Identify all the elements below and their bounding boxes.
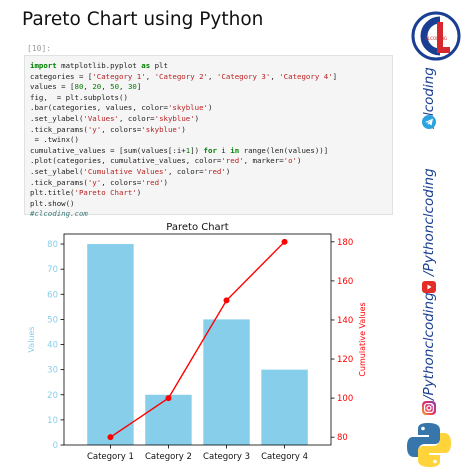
bar [145,394,192,445]
code-line: #clcoding.com [30,209,88,219]
handle-youtube[interactable]: /Pythonclcoding [421,168,437,276]
y-right-tick-label: 100 [337,394,353,404]
y-tick-label: 60 [47,290,58,300]
youtube-icon[interactable] [422,281,436,293]
clcoding-logo: CLCODING [411,11,461,61]
y-right-axis-label: Cumulative Values [358,302,367,376]
logo-text: CLCODING [425,36,447,41]
handle-instagram[interactable]: /Pythonclcoding [421,292,437,400]
chart-title: Pareto Chart [166,222,229,233]
bar [87,244,134,445]
y-right-tick-label: 180 [337,238,353,248]
code-line: plt.show() [30,198,75,208]
x-tick-label: Category 3 [203,452,250,462]
y-tick-label: 20 [47,391,58,401]
y-right-tick-label: 160 [337,277,353,287]
x-tick-label: Category 2 [145,452,192,462]
y-tick-label: 70 [47,265,58,275]
code-cell[interactable]: import matplotlib.pyplot as plt categorie… [24,55,393,218]
x-tick-label: Category 1 [87,452,134,462]
code-line: .set_ylabel('Values', color='skyblue') [30,113,200,123]
x-tick-label: Category 4 [261,452,308,462]
y-right-tick-label: 120 [337,355,353,365]
code-line: categories = ['Category 1', 'Category 2'… [30,71,338,81]
cumulative-point [223,297,230,304]
cumulative-point [165,395,172,402]
plot-frame [63,233,332,446]
code-line: .set_ylabel('Cumulative Values', color='… [30,166,231,176]
bar [261,369,308,445]
y-tick-label: 10 [47,416,58,426]
y-axis-label: Values [27,326,36,352]
python-logo-icon [407,423,451,467]
brand-sidebar [402,0,474,474]
code-line: fig, = plt.subplots() [30,92,128,102]
page-title: Pareto Chart using Python [22,9,264,30]
y-tick-label: 0 [53,441,58,451]
code-line: .tick_params('y', colors='skyblue') [30,124,186,134]
cumulative-point [281,238,288,245]
bar [203,319,250,445]
y-tick-label: 40 [47,341,58,351]
logo-l-letter [437,22,450,53]
instagram-icon[interactable] [422,401,436,415]
code-line: .bar(categories, values, color='skyblue'… [30,103,213,113]
code-line: .tick_params('y', colors='red') [30,177,168,187]
cumulative-line [110,241,286,438]
code-line: values = [80, 20, 50, 30] [30,82,142,92]
cell-prompt: [10]: [27,44,52,53]
logo-c-letter [420,16,441,56]
pareto-chart: 0 10 20 30 40 50 60 70 80 80 100 120 140 160 180 Catego… [27,222,367,462]
code-line: .plot(categories, cumulative_values, col… [30,156,302,166]
logo-ring [411,11,461,61]
y-tick-label: 50 [47,315,58,325]
telegram-icon[interactable] [422,115,436,129]
y-tick-label: 80 [47,240,58,250]
code-line: import matplotlib.pyplot as plt [30,61,168,70]
cumulative-point [107,434,114,441]
y-tick-label: 30 [47,366,58,376]
code-line: cumulative_values = [sum(values[:i+1]) f… [30,145,329,155]
code-line: = .twinx() [30,135,79,145]
y-right-tick-label: 140 [337,316,353,326]
code-line: plt.title('Pareto Chart') [30,188,142,198]
y-right-tick-label: 80 [337,433,348,443]
